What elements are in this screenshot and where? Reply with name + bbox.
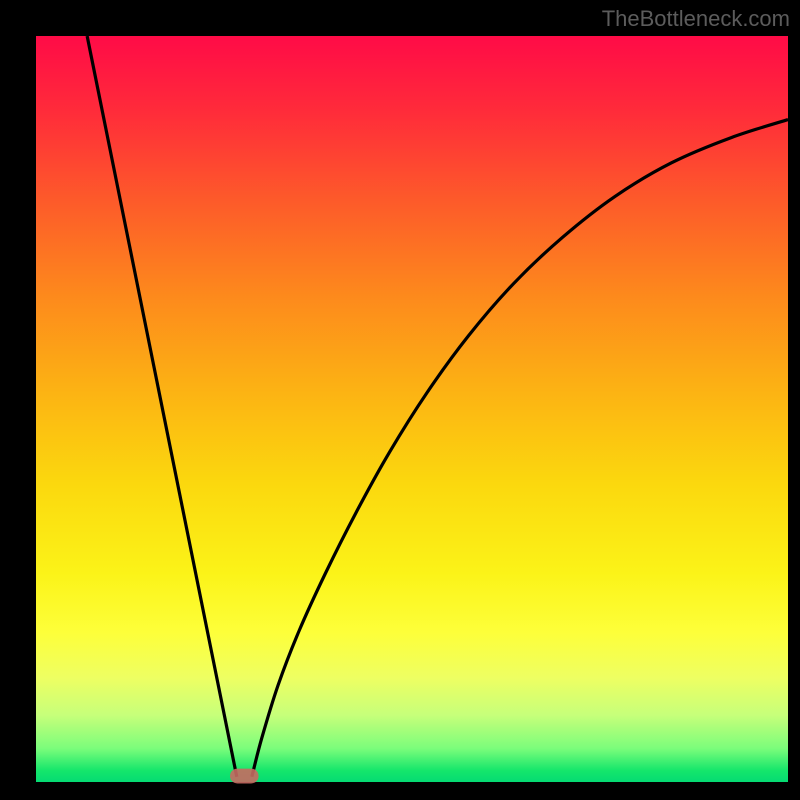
optimum-marker — [230, 769, 259, 784]
curve-layer — [0, 0, 800, 800]
curve-right-branch — [252, 120, 788, 777]
source-watermark: TheBottleneck.com — [602, 6, 790, 32]
chart-root: TheBottleneck.com — [0, 0, 800, 800]
curve-left-branch — [87, 36, 237, 777]
